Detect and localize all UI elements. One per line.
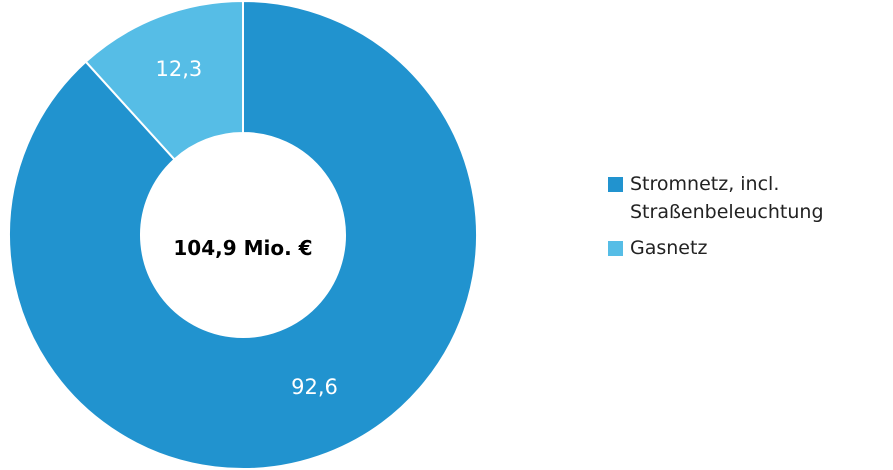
legend-swatch-stromnetz	[608, 177, 623, 192]
slice-value-label: 12,3	[156, 57, 203, 81]
legend-label-stromnetz: Stromnetz, incl. Straßenbeleuchtung	[630, 170, 824, 226]
legend-label-line-1: Gasnetz	[630, 237, 708, 259]
legend-item-stromnetz: Stromnetz, incl. Straßenbeleuchtung	[608, 170, 888, 226]
donut-slice	[84, 0, 244, 161]
slice-value-label: 92,6	[291, 375, 338, 399]
legend-label-gasnetz: Gasnetz	[630, 234, 707, 262]
chart-legend: Stromnetz, incl. Straßenbeleuchtung Gasn…	[608, 170, 888, 270]
legend-label-line-1: Stromnetz, incl.	[630, 173, 780, 195]
slice-labels: 92,6 12,3	[156, 57, 338, 399]
donut-slice	[8, 0, 478, 470]
donut-slices	[8, 0, 478, 470]
legend-label-line-2: Straßenbeleuchtung	[630, 201, 824, 223]
center-total-label: 104,9 Mio. €	[173, 236, 312, 260]
legend-item-gasnetz: Gasnetz	[608, 234, 888, 262]
legend-swatch-gasnetz	[608, 241, 623, 256]
